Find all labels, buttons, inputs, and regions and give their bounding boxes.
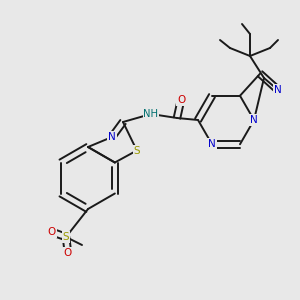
Text: O: O	[48, 227, 56, 237]
Text: N: N	[108, 132, 116, 142]
Text: O: O	[64, 248, 72, 258]
Text: O: O	[177, 95, 185, 105]
Text: S: S	[134, 146, 140, 155]
Text: N: N	[208, 139, 216, 149]
Text: S: S	[63, 232, 69, 242]
Text: N: N	[274, 85, 282, 95]
Text: NH: NH	[143, 109, 158, 119]
Text: N: N	[250, 115, 258, 125]
